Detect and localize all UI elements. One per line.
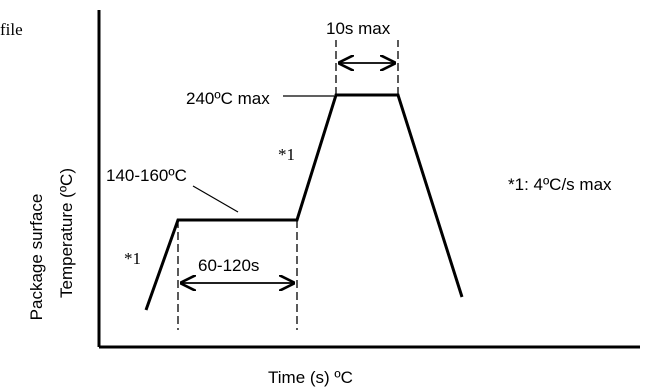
preheat-temp-label: 140-160ºC [106,166,187,185]
ramp-up-marker: *1 [278,145,295,164]
temperature-profile-curve [144,93,464,311]
preheat-ramp-marker: *1 [124,249,141,268]
x-axis-label: Time (s) ºC [268,368,353,387]
peak-temp-label: 240ºC max [186,89,270,108]
preheat-time-label: 60-120s [198,256,259,275]
title-fragment: file [0,20,23,39]
y-axis-label-line2: Temperature (ºC) [57,168,76,298]
footnote: *1: 4ºC/s max [508,175,612,194]
preheat-temp-leader [192,185,239,213]
y-axis-label-line1: Package surface [27,194,46,321]
peak-time-label: 10s max [326,19,391,38]
